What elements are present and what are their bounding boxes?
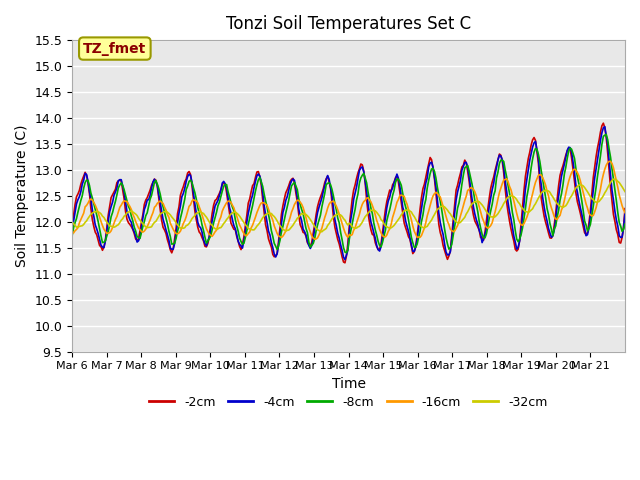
X-axis label: Time: Time [332, 377, 365, 391]
-32cm [104, 221, 112, 227]
-16cm [87, 196, 95, 202]
-2cm [68, 223, 76, 228]
-16cm [104, 230, 112, 236]
Line: -32cm: -32cm [72, 179, 625, 232]
-16cm [621, 210, 629, 216]
-2cm [87, 206, 95, 212]
-32cm [546, 190, 554, 195]
-2cm [620, 224, 627, 230]
Line: -16cm: -16cm [72, 161, 625, 239]
-2cm [621, 206, 629, 212]
-16cm [68, 229, 76, 235]
Line: -2cm: -2cm [72, 123, 625, 263]
-4cm [620, 225, 627, 231]
-8cm [68, 233, 76, 239]
-32cm [354, 224, 362, 230]
-32cm [620, 186, 627, 192]
-2cm [341, 260, 349, 266]
Line: -8cm: -8cm [72, 134, 625, 253]
-32cm [318, 229, 326, 235]
-4cm [87, 196, 95, 202]
-2cm [464, 168, 472, 174]
-8cm [464, 163, 472, 168]
Line: -4cm: -4cm [72, 127, 625, 260]
-8cm [621, 221, 629, 227]
-32cm [610, 176, 618, 182]
Y-axis label: Soil Temperature (C): Soil Temperature (C) [15, 125, 29, 267]
-8cm [354, 191, 362, 197]
-4cm [104, 218, 112, 224]
-8cm [620, 227, 627, 232]
-8cm [342, 250, 350, 256]
-16cm [620, 207, 627, 213]
-8cm [87, 190, 95, 196]
-16cm [354, 216, 362, 222]
-16cm [605, 158, 613, 164]
-8cm [546, 221, 554, 227]
-4cm [341, 257, 349, 263]
-8cm [104, 228, 112, 234]
-2cm [600, 120, 607, 126]
-32cm [68, 219, 76, 225]
Legend: -2cm, -4cm, -8cm, -16cm, -32cm: -2cm, -4cm, -8cm, -16cm, -32cm [145, 391, 553, 414]
-4cm [68, 228, 76, 234]
-16cm [464, 188, 472, 193]
-2cm [354, 170, 362, 176]
Title: Tonzi Soil Temperatures Set C: Tonzi Soil Temperatures Set C [226, 15, 471, 33]
-4cm [464, 164, 472, 170]
-4cm [354, 176, 362, 182]
Text: TZ_fmet: TZ_fmet [83, 42, 147, 56]
-16cm [311, 236, 319, 242]
-2cm [546, 235, 554, 241]
-2cm [104, 212, 112, 218]
-32cm [87, 211, 95, 217]
-4cm [621, 210, 629, 216]
-16cm [546, 200, 554, 206]
-4cm [546, 230, 554, 236]
-32cm [621, 189, 629, 194]
-8cm [602, 132, 610, 137]
-32cm [464, 209, 472, 215]
-4cm [601, 124, 609, 130]
